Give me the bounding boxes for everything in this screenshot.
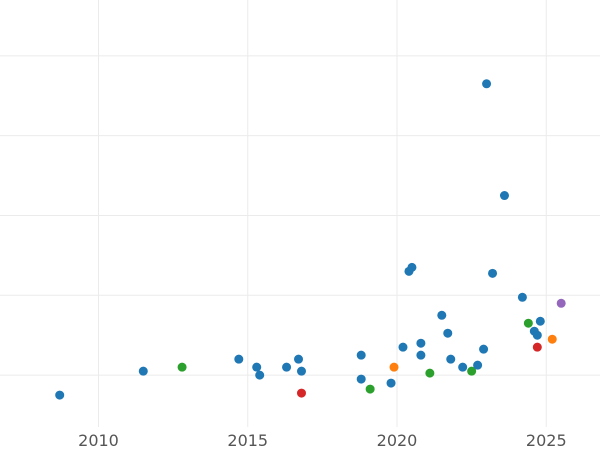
data-point-34	[532, 330, 542, 340]
data-point-24	[458, 362, 468, 372]
data-point-32	[523, 318, 533, 328]
data-point-5	[255, 370, 265, 380]
data-points	[55, 79, 566, 400]
data-point-17	[407, 262, 417, 272]
x-tick-label-1: 2015	[227, 431, 268, 450]
data-point-30	[499, 191, 509, 201]
data-point-38	[556, 298, 566, 308]
data-point-11	[356, 374, 366, 384]
data-point-12	[365, 384, 375, 394]
data-point-0	[55, 390, 65, 400]
data-point-18	[416, 350, 426, 360]
data-point-29	[488, 268, 498, 278]
data-point-1	[138, 366, 148, 376]
data-point-8	[296, 366, 306, 376]
data-point-13	[386, 378, 396, 388]
data-point-6	[282, 362, 292, 372]
data-point-27	[479, 344, 489, 354]
x-gridlines	[98, 0, 547, 427]
x-tick-label-2: 2020	[377, 431, 418, 450]
data-point-14	[389, 362, 399, 372]
data-point-7	[294, 354, 304, 364]
data-point-28	[482, 79, 492, 89]
data-point-9	[296, 388, 306, 398]
data-point-15	[398, 342, 408, 352]
y-gridlines	[0, 55, 600, 376]
x-tick-label-0: 2010	[78, 431, 119, 450]
x-tick-labels: 2010 2015 2020 2025	[78, 431, 566, 450]
data-point-2	[177, 362, 187, 372]
data-point-20	[425, 368, 435, 378]
data-point-26	[473, 360, 483, 370]
x-tick-label-3: 2025	[526, 431, 567, 450]
data-point-4	[252, 362, 262, 372]
data-point-19	[416, 338, 426, 348]
data-point-35	[532, 342, 542, 352]
data-point-10	[356, 350, 366, 360]
data-point-21	[437, 310, 447, 320]
data-point-3	[234, 354, 244, 364]
data-point-37	[547, 334, 557, 344]
data-point-23	[446, 354, 456, 364]
data-point-31	[517, 292, 527, 302]
data-point-25	[467, 366, 477, 376]
data-point-36	[535, 316, 545, 326]
data-point-22	[443, 328, 453, 338]
